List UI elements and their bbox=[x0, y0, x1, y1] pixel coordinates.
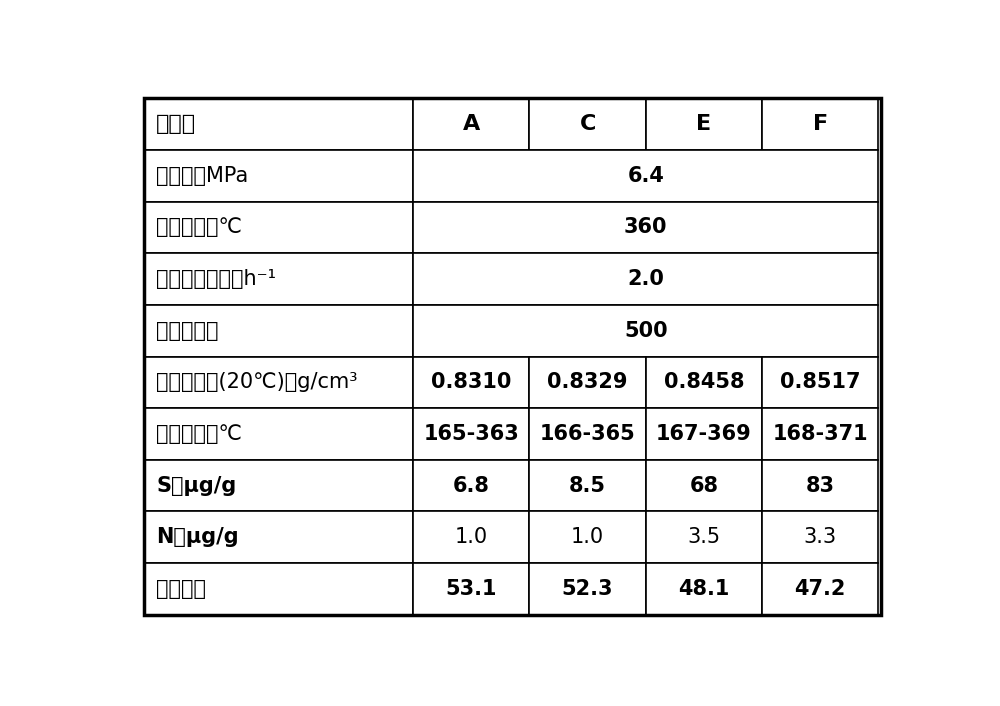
Text: 48.1: 48.1 bbox=[678, 579, 730, 599]
Text: 液时体积空速，h⁻¹: 液时体积空速，h⁻¹ bbox=[156, 269, 276, 289]
Bar bbox=[413, 408, 529, 460]
Bar bbox=[413, 253, 878, 305]
Text: 68: 68 bbox=[689, 476, 718, 496]
Text: 167-369: 167-369 bbox=[656, 424, 752, 444]
Bar bbox=[646, 408, 762, 460]
Text: 氢油体积比: 氢油体积比 bbox=[156, 321, 218, 341]
Bar bbox=[646, 98, 762, 150]
Bar bbox=[646, 460, 762, 511]
Text: E: E bbox=[696, 114, 711, 134]
Text: 馏程范围，℃: 馏程范围，℃ bbox=[156, 424, 242, 444]
Text: 反应温度，℃: 反应温度，℃ bbox=[156, 217, 242, 237]
Bar bbox=[413, 202, 878, 253]
Text: 8.5: 8.5 bbox=[569, 476, 606, 496]
Bar bbox=[762, 357, 878, 408]
Text: 52.3: 52.3 bbox=[562, 579, 613, 599]
Bar bbox=[529, 357, 646, 408]
Bar bbox=[144, 202, 413, 253]
Text: A: A bbox=[463, 114, 480, 134]
Bar bbox=[413, 563, 529, 615]
Text: 47.2: 47.2 bbox=[795, 579, 846, 599]
Text: 催化剂: 催化剂 bbox=[156, 114, 196, 134]
Bar bbox=[413, 305, 878, 357]
Text: 2.0: 2.0 bbox=[627, 269, 664, 289]
Bar bbox=[144, 150, 413, 202]
Text: 0.8329: 0.8329 bbox=[547, 372, 628, 393]
Text: 十六烷値: 十六烷値 bbox=[156, 579, 206, 599]
Bar bbox=[529, 408, 646, 460]
Text: 53.1: 53.1 bbox=[446, 579, 497, 599]
Text: 500: 500 bbox=[624, 321, 668, 341]
Bar bbox=[144, 357, 413, 408]
Bar bbox=[529, 98, 646, 150]
Bar bbox=[762, 408, 878, 460]
Bar bbox=[762, 460, 878, 511]
Text: 83: 83 bbox=[806, 476, 835, 496]
Bar bbox=[144, 563, 413, 615]
Bar bbox=[144, 460, 413, 511]
Text: F: F bbox=[813, 114, 828, 134]
Text: 氢分压，MPa: 氢分压，MPa bbox=[156, 166, 248, 186]
Text: S，μg/g: S，μg/g bbox=[156, 476, 236, 496]
Text: 1.0: 1.0 bbox=[455, 527, 488, 547]
Text: 6.8: 6.8 bbox=[453, 476, 490, 496]
Bar bbox=[646, 357, 762, 408]
Bar bbox=[762, 563, 878, 615]
Bar bbox=[413, 511, 529, 563]
Bar bbox=[646, 511, 762, 563]
Bar bbox=[646, 563, 762, 615]
Bar bbox=[413, 98, 529, 150]
Text: C: C bbox=[579, 114, 596, 134]
Text: 165-363: 165-363 bbox=[423, 424, 519, 444]
Text: 生成油密度(20℃)，g/cm³: 生成油密度(20℃)，g/cm³ bbox=[156, 372, 358, 393]
Bar bbox=[762, 511, 878, 563]
Bar bbox=[144, 408, 413, 460]
Bar bbox=[413, 460, 529, 511]
Bar bbox=[144, 511, 413, 563]
Text: N，μg/g: N，μg/g bbox=[156, 527, 239, 547]
Text: 3.3: 3.3 bbox=[804, 527, 837, 547]
Text: 360: 360 bbox=[624, 217, 668, 237]
Bar bbox=[144, 305, 413, 357]
Text: 0.8458: 0.8458 bbox=[664, 372, 744, 393]
Bar bbox=[413, 357, 529, 408]
Bar bbox=[529, 511, 646, 563]
Bar bbox=[144, 98, 413, 150]
Text: 166-365: 166-365 bbox=[540, 424, 635, 444]
Text: 0.8310: 0.8310 bbox=[431, 372, 511, 393]
Bar bbox=[413, 150, 878, 202]
Text: 0.8517: 0.8517 bbox=[780, 372, 861, 393]
Bar bbox=[144, 253, 413, 305]
Text: 6.4: 6.4 bbox=[627, 166, 664, 186]
Text: 3.5: 3.5 bbox=[687, 527, 720, 547]
Bar bbox=[762, 98, 878, 150]
Text: 1.0: 1.0 bbox=[571, 527, 604, 547]
Bar bbox=[529, 563, 646, 615]
Text: 168-371: 168-371 bbox=[772, 424, 868, 444]
Bar bbox=[529, 460, 646, 511]
